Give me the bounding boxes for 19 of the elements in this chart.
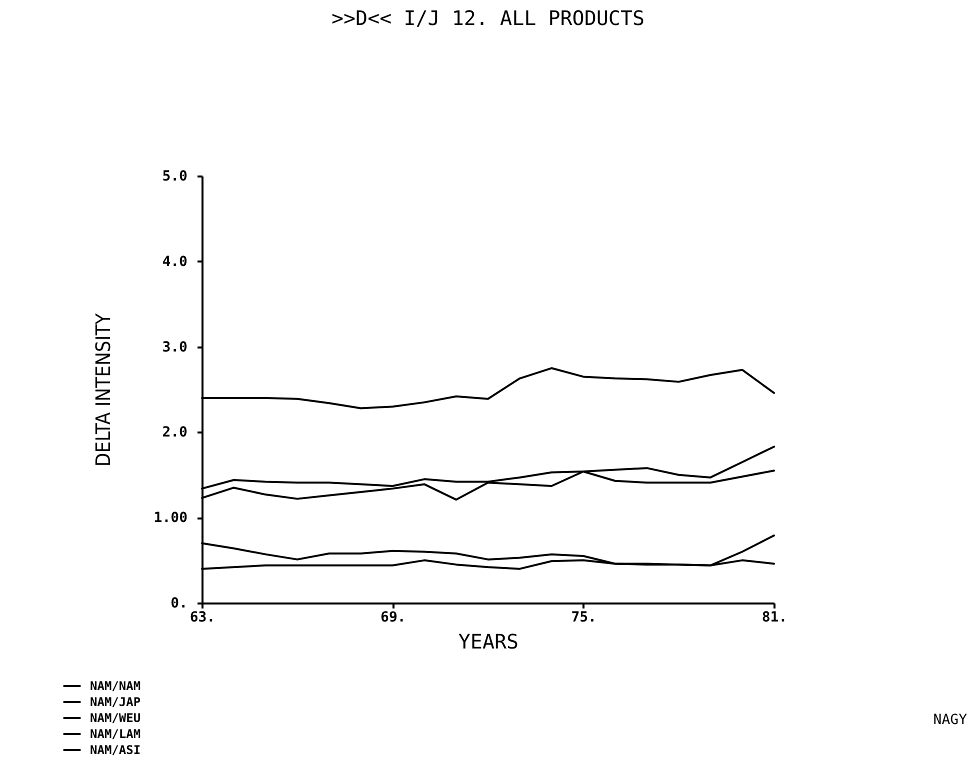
y-tick-label: 0. [170,596,188,612]
y-axis-title: DELTA INTENSITY [90,312,115,467]
y-tick-label: 2.0 [162,424,188,441]
x-tick-label: 69. [380,610,406,626]
x-tick-label: 81. [762,610,788,626]
x-tick-label: 63. [190,610,216,626]
y-tick-label: 3.0 [162,339,188,356]
text: NAGY [933,712,967,728]
x-tick-label: 75. [571,610,596,626]
y-tick-label: 5.0 [162,168,188,184]
y-tick-label: 1.00 [154,510,188,526]
chart-title: >>D<< I/J 12. ALL PRODUCTS [331,6,645,30]
legend-label: NAM/ASI [90,743,141,757]
legend-label: NAM/NAM [90,679,141,693]
x-axis-title: YEARS [458,630,519,654]
legend-label: NAM/WEU [90,711,141,725]
legend-label: NAM/LAM [90,727,141,741]
legend-label: NAM/JAP [90,695,141,709]
y-tick-label: 4.0 [162,254,188,270]
